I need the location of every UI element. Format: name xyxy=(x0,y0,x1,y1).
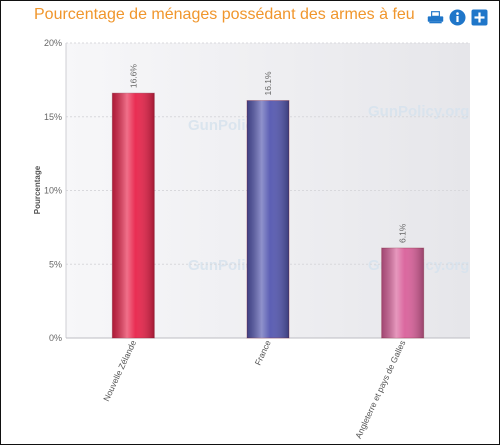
data-label: 16.6% xyxy=(128,64,138,89)
bar-shading xyxy=(381,248,424,338)
chart-title: Pourcentage de ménages possédant des arm… xyxy=(34,6,415,23)
watermark-text: GunPolicy.org xyxy=(368,103,469,120)
y-axis-ticks: 0% 5% 10% 15% 20% xyxy=(44,38,62,343)
y-tick-label: 20% xyxy=(44,38,62,48)
x-axis-labels: Nouvelle Zélande France Angleterre et pays… xyxy=(101,338,407,440)
plus-icon[interactable] xyxy=(471,9,488,26)
bar-shading xyxy=(247,100,289,339)
printer-icon[interactable] xyxy=(427,9,444,26)
x-tick-label: Angleterre et pays de Galles xyxy=(353,339,407,440)
y-tick-label: 15% xyxy=(44,112,62,122)
info-icon[interactable] xyxy=(449,9,466,26)
bars: 16.6% 16.1% 6.1% xyxy=(111,64,425,339)
data-label: 6.1% xyxy=(398,223,408,243)
bar-shading xyxy=(112,93,155,339)
x-tick-label: France xyxy=(253,338,273,366)
y-tick-label: 0% xyxy=(49,333,62,343)
data-label: 16.1% xyxy=(263,71,273,96)
toolbar xyxy=(427,9,488,26)
y-tick-label: 5% xyxy=(49,259,62,269)
x-tick-label: Nouvelle Zélande xyxy=(101,338,138,402)
y-axis-label: Pourcentage xyxy=(33,165,42,214)
y-tick-label: 10% xyxy=(44,186,62,196)
